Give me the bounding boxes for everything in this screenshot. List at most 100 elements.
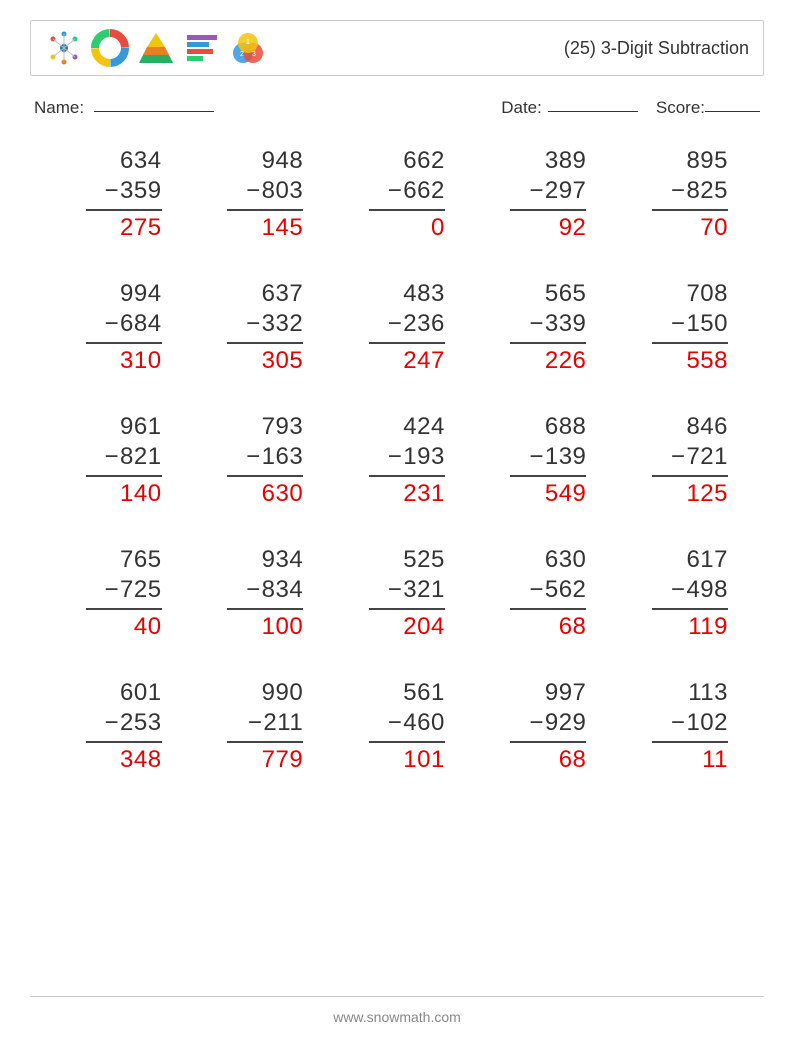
pie-chart-icon bbox=[91, 29, 129, 67]
subtrahend: 150 bbox=[671, 309, 728, 339]
svg-text:2: 2 bbox=[240, 51, 244, 58]
minuend: 662 bbox=[403, 146, 445, 176]
worksheet-page: 1 2 3 (25) 3-Digit Subtraction Name: Dat… bbox=[0, 0, 794, 1053]
pyramid-chart-icon bbox=[137, 29, 175, 67]
subtrahend: 139 bbox=[529, 442, 586, 472]
problem: 990211 779 bbox=[200, 678, 312, 775]
svg-text:3: 3 bbox=[252, 51, 256, 58]
minuend: 708 bbox=[686, 279, 728, 309]
minuend: 483 bbox=[403, 279, 445, 309]
logo-strip: 1 2 3 bbox=[45, 29, 267, 67]
minuend: 113 bbox=[688, 678, 728, 708]
problem-rule bbox=[510, 342, 586, 344]
subtrahend: 211 bbox=[248, 708, 303, 738]
name-blank[interactable] bbox=[94, 98, 214, 112]
minuend: 634 bbox=[120, 146, 162, 176]
scatter-chart-icon bbox=[45, 29, 83, 67]
minuend: 630 bbox=[545, 545, 587, 575]
problem: 637332305 bbox=[200, 279, 312, 376]
minuend: 793 bbox=[262, 412, 304, 442]
answer: 779 bbox=[262, 745, 304, 775]
subtrahend: 359 bbox=[105, 176, 162, 206]
answer: 92 bbox=[559, 213, 587, 243]
problem-rule bbox=[86, 342, 162, 344]
answer: 68 bbox=[559, 612, 587, 642]
minuend: 565 bbox=[545, 279, 587, 309]
minuend: 561 bbox=[403, 678, 445, 708]
problem: 601253348 bbox=[58, 678, 170, 775]
problem: 11310211 bbox=[624, 678, 736, 775]
answer: 310 bbox=[120, 346, 162, 376]
problem: 565339 226 bbox=[483, 279, 595, 376]
problem-rule bbox=[510, 608, 586, 610]
answer: 549 bbox=[545, 479, 587, 509]
problem: 424193231 bbox=[341, 412, 453, 509]
subtrahend: 834 bbox=[246, 575, 303, 605]
problem: 617498 119 bbox=[624, 545, 736, 642]
footer-rule bbox=[30, 996, 764, 997]
minuend: 424 bbox=[403, 412, 445, 442]
subtrahend: 321 bbox=[388, 575, 445, 605]
score-label: Score: bbox=[656, 98, 705, 118]
problem-rule bbox=[652, 342, 728, 344]
problem: 38929792 bbox=[483, 146, 595, 243]
minuend: 617 bbox=[686, 545, 728, 575]
answer: 226 bbox=[545, 346, 587, 376]
date-blank[interactable] bbox=[548, 98, 638, 112]
problem: 561460 101 bbox=[341, 678, 453, 775]
answer: 0 bbox=[431, 213, 445, 243]
answer: 204 bbox=[403, 612, 445, 642]
page-header: 1 2 3 (25) 3-Digit Subtraction bbox=[30, 20, 764, 76]
answer: 11 bbox=[702, 745, 728, 775]
bar-chart-icon bbox=[183, 29, 221, 67]
answer: 231 bbox=[403, 479, 445, 509]
problem: 846721125 bbox=[624, 412, 736, 509]
score-blank[interactable] bbox=[705, 98, 760, 112]
answer: 101 bbox=[403, 745, 445, 775]
answer: 119 bbox=[688, 612, 728, 642]
name-label: Name: bbox=[34, 98, 94, 118]
answer: 70 bbox=[700, 213, 728, 243]
problem-rule bbox=[369, 608, 445, 610]
answer: 140 bbox=[120, 479, 162, 509]
problem-rule bbox=[369, 741, 445, 743]
minuend: 601 bbox=[120, 678, 162, 708]
answer: 68 bbox=[559, 745, 587, 775]
problem: 76572540 bbox=[58, 545, 170, 642]
subtrahend: 725 bbox=[105, 575, 162, 605]
problem-rule bbox=[86, 475, 162, 477]
minuend: 994 bbox=[120, 279, 162, 309]
problem-rule bbox=[652, 741, 728, 743]
subtrahend: 339 bbox=[529, 309, 586, 339]
subtrahend: 498 bbox=[671, 575, 728, 605]
answer: 305 bbox=[262, 346, 304, 376]
subtrahend: 253 bbox=[105, 708, 162, 738]
venn-chart-icon: 1 2 3 bbox=[229, 29, 267, 67]
problem: 793163630 bbox=[200, 412, 312, 509]
answer: 275 bbox=[120, 213, 162, 243]
meta-spacer bbox=[214, 98, 501, 118]
problem-rule bbox=[652, 209, 728, 211]
date-label: Date: bbox=[501, 98, 542, 118]
subtrahend: 236 bbox=[388, 309, 445, 339]
answer: 247 bbox=[403, 346, 445, 376]
subtrahend: 821 bbox=[105, 442, 162, 472]
problem: 994684310 bbox=[58, 279, 170, 376]
svg-text:1: 1 bbox=[246, 39, 250, 46]
problem: 483236 247 bbox=[341, 279, 453, 376]
problem-rule bbox=[510, 741, 586, 743]
problem: 99792968 bbox=[483, 678, 595, 775]
footer-text: www.snowmath.com bbox=[0, 1009, 794, 1025]
subtrahend: 825 bbox=[671, 176, 728, 206]
answer: 100 bbox=[262, 612, 304, 642]
problem-rule bbox=[510, 475, 586, 477]
subtrahend: 460 bbox=[388, 708, 445, 738]
problem-rule bbox=[227, 209, 303, 211]
minuend: 990 bbox=[262, 678, 304, 708]
problem-rule bbox=[369, 475, 445, 477]
answer: 40 bbox=[134, 612, 162, 642]
problem-rule bbox=[86, 608, 162, 610]
minuend: 948 bbox=[262, 146, 304, 176]
answer: 145 bbox=[262, 213, 304, 243]
problem-rule bbox=[369, 209, 445, 211]
